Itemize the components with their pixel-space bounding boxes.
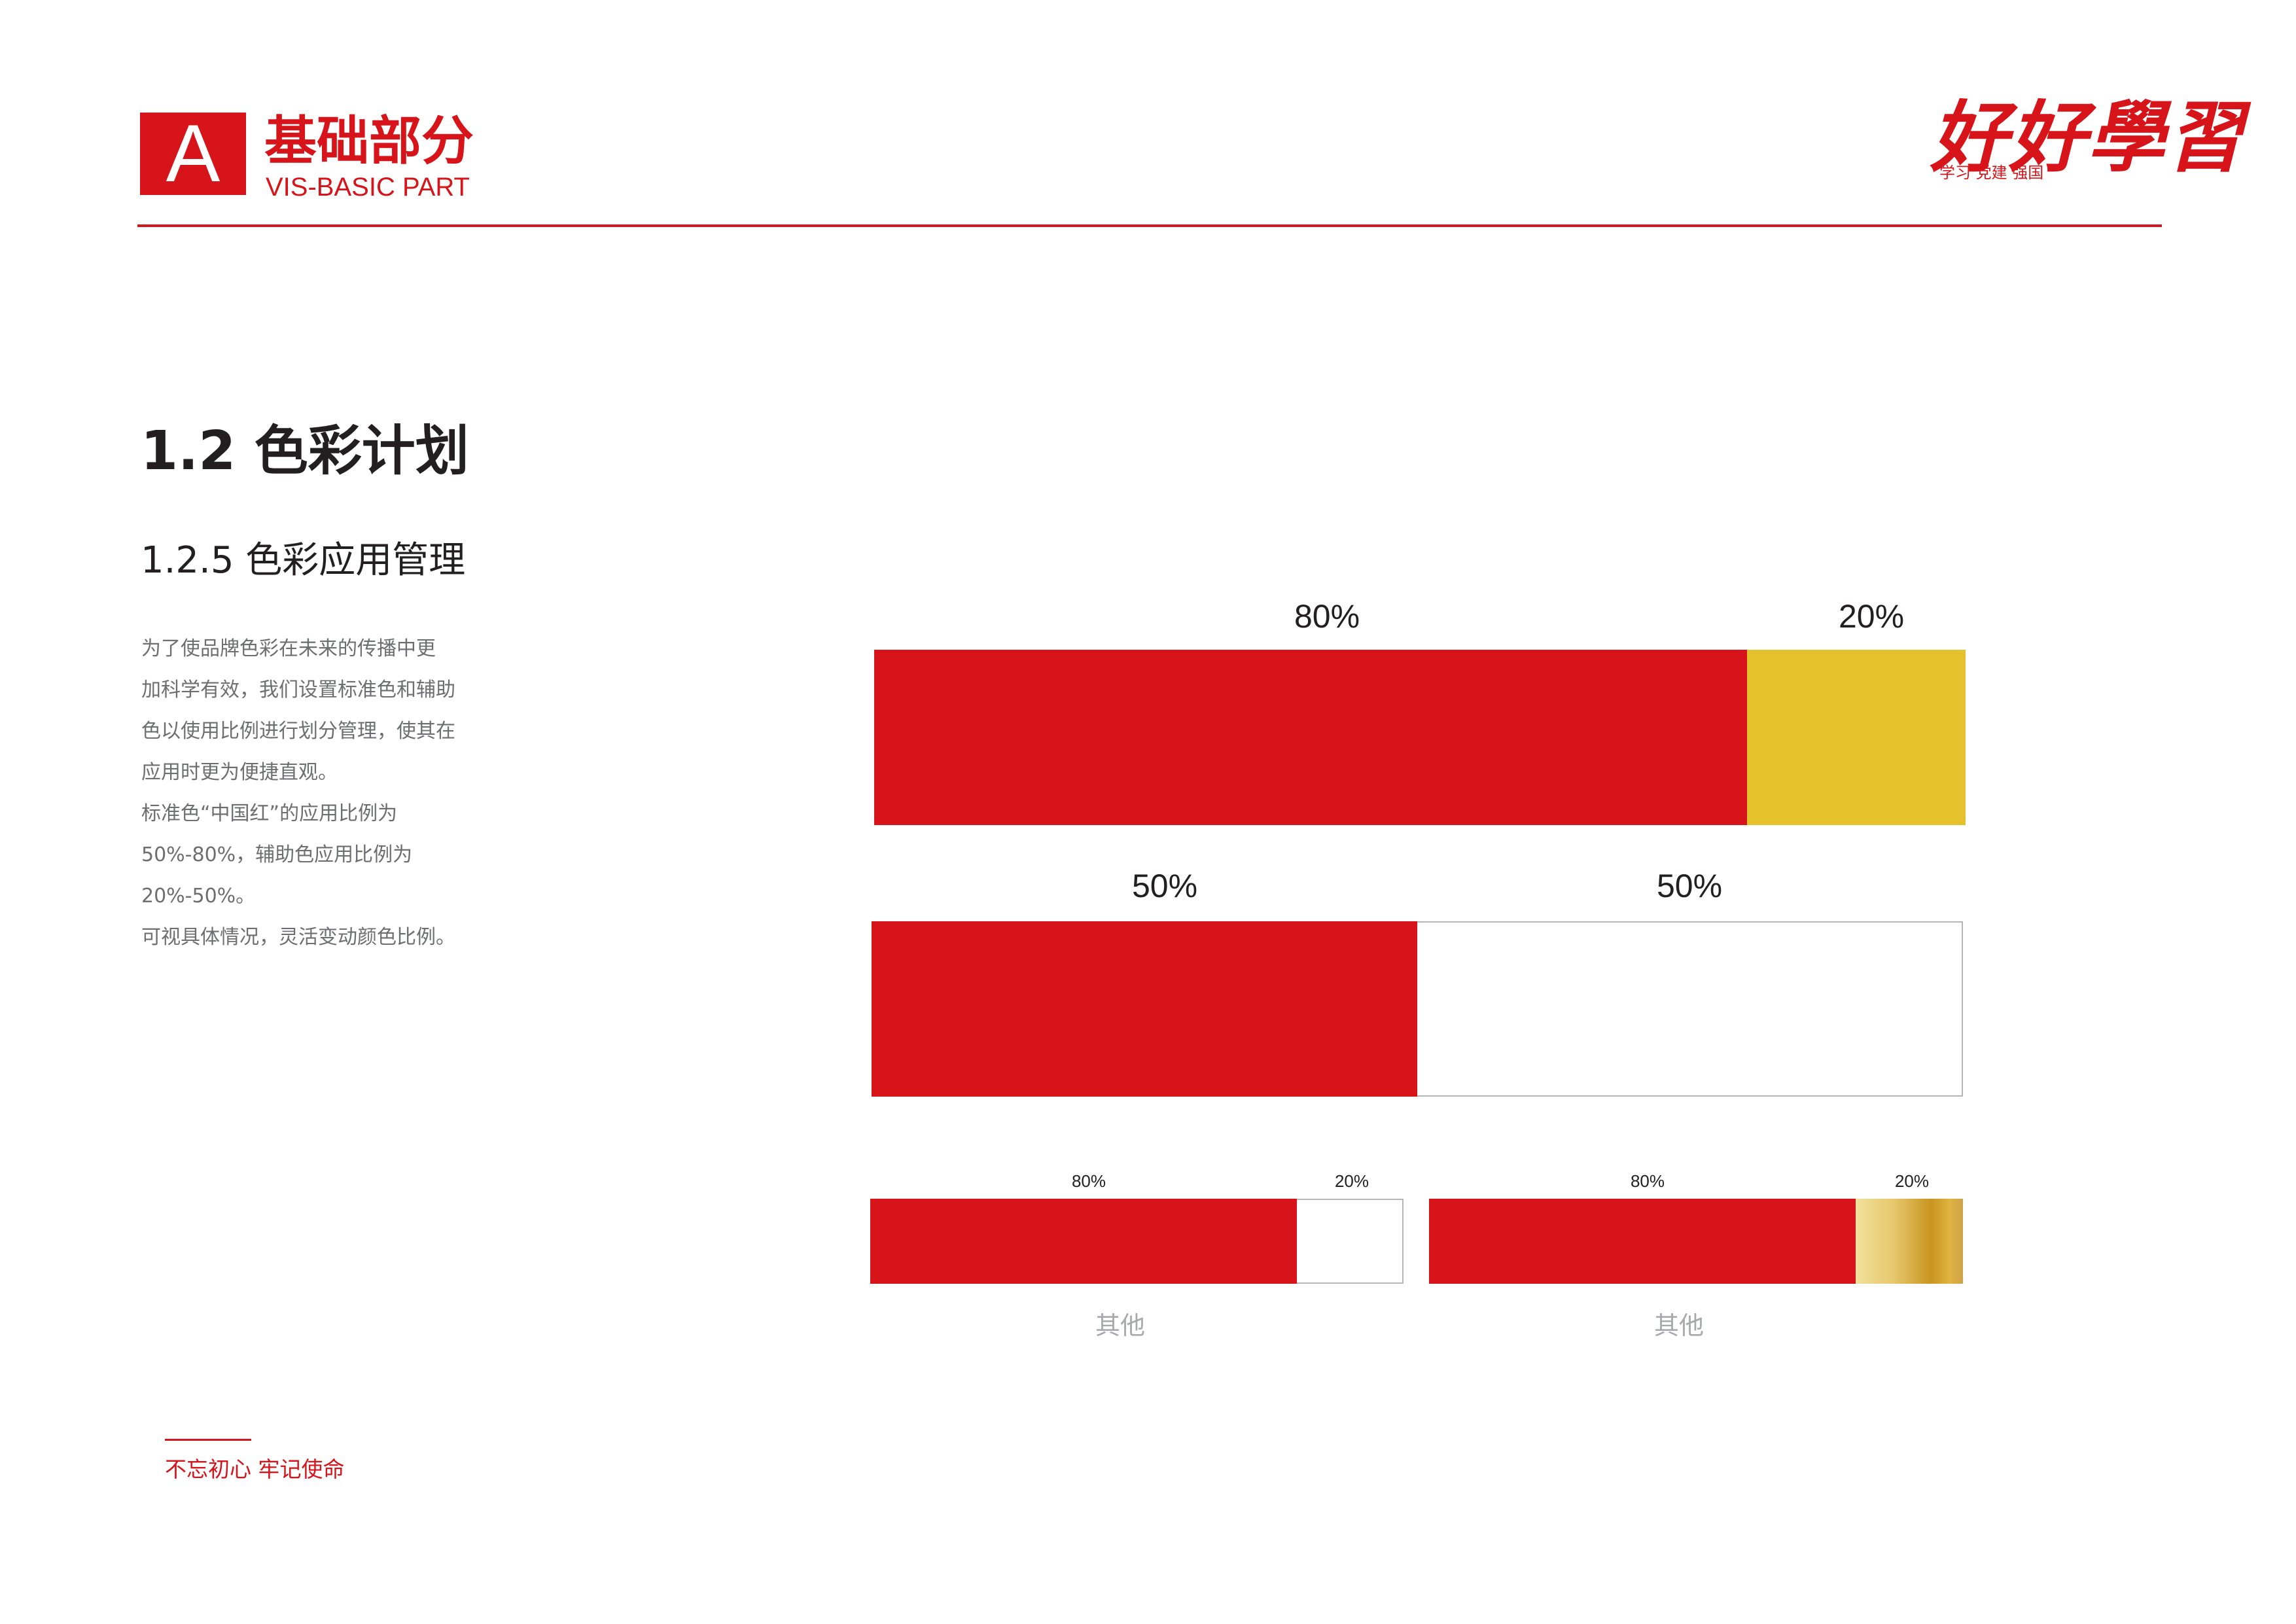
paragraph-line: 加科学有效，我们设置标准色和辅助: [141, 679, 455, 701]
ratio-4-primary-label: 80%: [1630, 1171, 1665, 1191]
ratio-4-gold-gradient-segment: [1856, 1199, 1963, 1284]
ratio-3-secondary-label: 20%: [1334, 1171, 1369, 1191]
ratio-2-white-segment: [1417, 921, 1963, 1097]
header-title: 基础部分: [264, 111, 474, 171]
ratio-4-secondary-label: 20%: [1894, 1171, 1930, 1191]
ratio-2-secondary-label: 50%: [1656, 868, 1723, 904]
ratio-1-red-segment: [874, 650, 1747, 825]
brand-logo-tagline: 学习 党建 强国: [1939, 164, 2044, 182]
ratio-1-primary-label: 80%: [1294, 598, 1360, 635]
ratio-2-primary-label: 50%: [1131, 868, 1198, 904]
header-divider: [137, 224, 2162, 227]
ratio-1-secondary-label: 20%: [1838, 598, 1905, 635]
paragraph-line: 20%-50%。: [141, 885, 256, 908]
ratio-1-gold-segment: [1747, 650, 1966, 825]
paragraph-line: 应用时更为便捷直观。: [141, 761, 338, 784]
ratio-4-caption: 其他: [1653, 1311, 1704, 1340]
ratio-2-red-segment: [872, 921, 1417, 1097]
header-subtitle: VIS-BASIC PART: [266, 173, 470, 202]
paragraph-line: 为了使品牌色彩在未来的传播中更: [141, 637, 436, 660]
ratio-3-red-segment: [870, 1199, 1297, 1284]
footer-divider: [165, 1439, 251, 1441]
ratio-3-white-segment: [1297, 1199, 1404, 1284]
paragraph-line: 50%-80%，辅助色应用比例为: [141, 843, 413, 866]
subsection-title: 1.2.5 色彩应用管理: [141, 539, 466, 582]
ratio-4-red-segment: [1429, 1199, 1856, 1284]
footer-slogan: 不忘初心 牢记使命: [165, 1456, 345, 1482]
section-title: 1.2 色彩计划: [141, 420, 469, 482]
paragraph-line: 可视具体情况，灵活变动颜色比例。: [141, 926, 455, 949]
description-paragraph: 为了使品牌色彩在未来的传播中更 加科学有效，我们设置标准色和辅助 色以使用比例进…: [141, 628, 508, 958]
paragraph-line: 色以使用比例进行划分管理，使其在: [141, 720, 455, 743]
section-badge: A: [140, 113, 246, 195]
brand-logo: 好好學習: [1930, 92, 2245, 183]
ratio-3-primary-label: 80%: [1071, 1171, 1106, 1191]
ratio-3-caption: 其他: [1095, 1311, 1145, 1340]
paragraph-line: 标准色“中国红”的应用比例为: [141, 802, 398, 825]
